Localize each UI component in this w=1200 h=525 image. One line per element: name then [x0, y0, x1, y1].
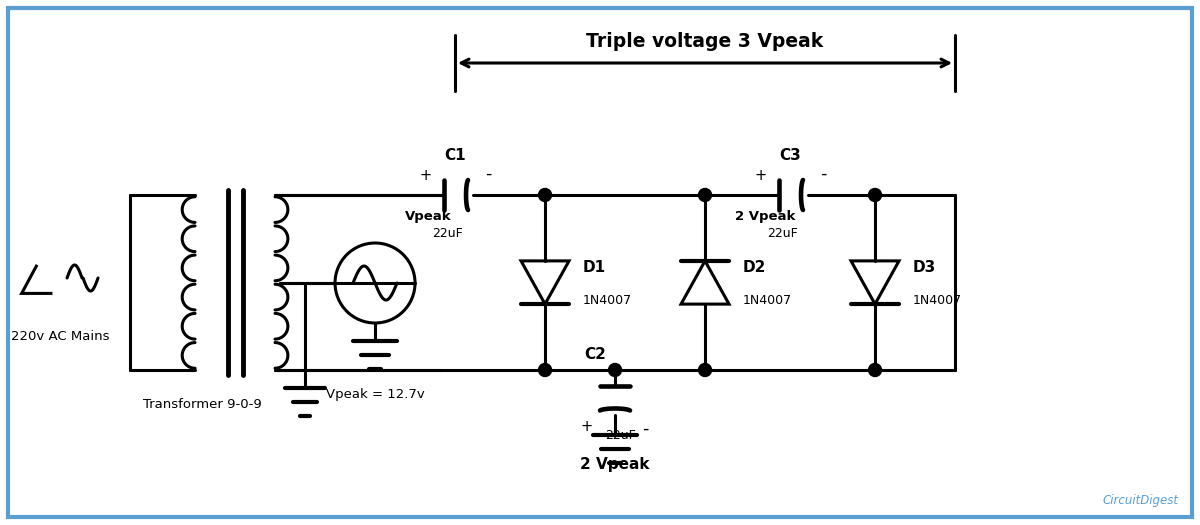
Text: 1N4007: 1N4007	[743, 294, 792, 307]
Text: Vpeak: Vpeak	[406, 210, 451, 223]
Text: 22uF: 22uF	[605, 429, 635, 443]
Text: Vpeak = 12.7v: Vpeak = 12.7v	[325, 388, 425, 401]
Text: +: +	[420, 168, 432, 183]
Text: C2: C2	[584, 348, 606, 362]
Circle shape	[698, 363, 712, 376]
Circle shape	[869, 363, 882, 376]
Text: -: -	[485, 165, 491, 183]
Text: 220v AC Mains: 220v AC Mains	[11, 330, 109, 343]
Text: -: -	[642, 419, 648, 437]
Circle shape	[539, 363, 552, 376]
Text: +: +	[755, 168, 767, 183]
Text: CircuitDigest: CircuitDigest	[1102, 494, 1178, 507]
Text: -: -	[820, 165, 827, 183]
Text: 2 Vpeak: 2 Vpeak	[581, 457, 649, 472]
Circle shape	[869, 188, 882, 202]
Text: D2: D2	[743, 260, 767, 275]
Text: 2 Vpeak: 2 Vpeak	[736, 210, 796, 223]
Text: D3: D3	[913, 260, 936, 275]
Text: C1: C1	[444, 148, 466, 163]
Text: +: +	[581, 419, 593, 435]
Text: 1N4007: 1N4007	[913, 294, 962, 307]
Text: 22uF: 22uF	[432, 227, 462, 240]
Circle shape	[539, 188, 552, 202]
Text: 1N4007: 1N4007	[583, 294, 632, 307]
Circle shape	[608, 363, 622, 376]
Text: Triple voltage 3 Vpeak: Triple voltage 3 Vpeak	[587, 32, 823, 51]
Text: C3: C3	[779, 148, 800, 163]
Text: 22uF: 22uF	[767, 227, 797, 240]
Text: Transformer 9-0-9: Transformer 9-0-9	[143, 398, 262, 411]
FancyBboxPatch shape	[8, 8, 1192, 517]
Circle shape	[698, 188, 712, 202]
Text: D1: D1	[583, 260, 606, 275]
